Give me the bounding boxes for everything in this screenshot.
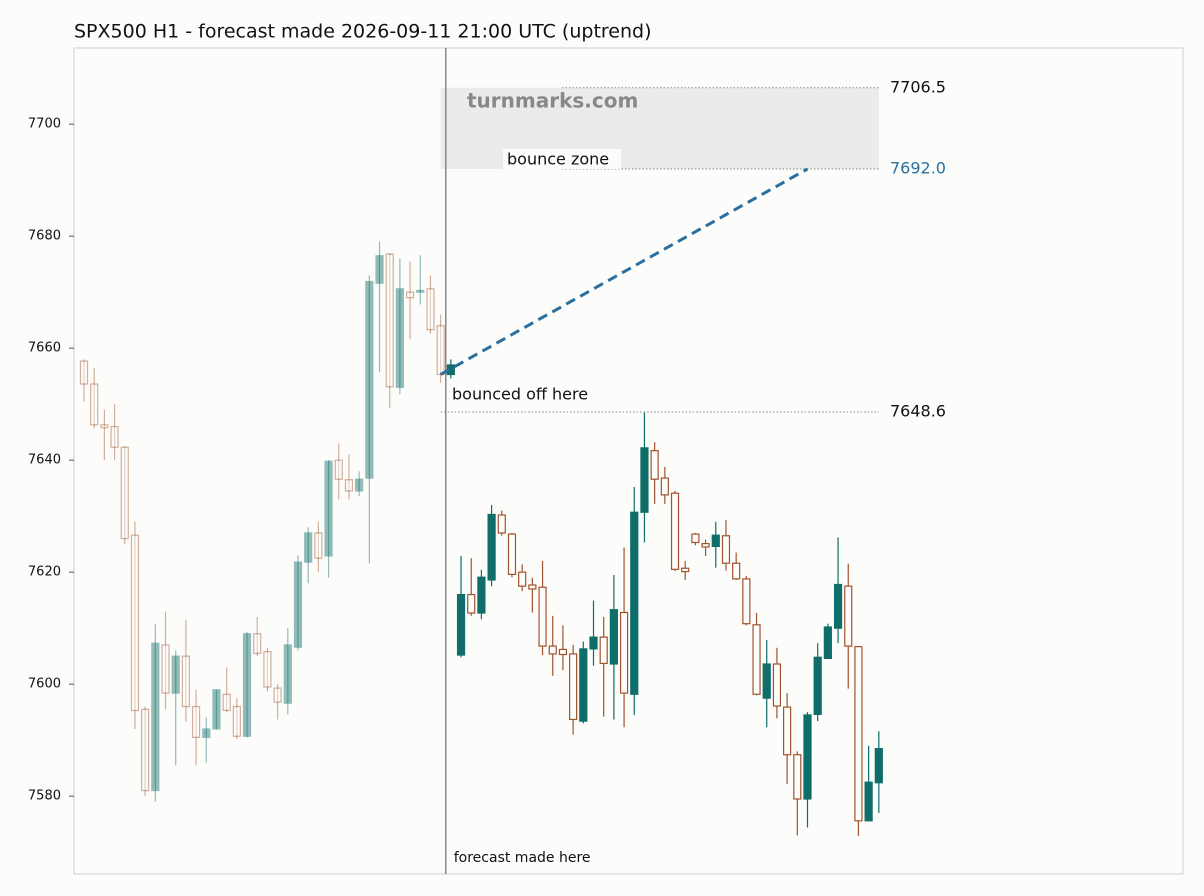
y-tick-label: 7660 [28, 341, 61, 356]
watermark: turnmarks.com [467, 88, 638, 112]
level-label: 7706.5 [890, 77, 946, 96]
candle-body [253, 633, 262, 654]
candle-body [732, 562, 741, 580]
level-label: 7648.6 [890, 402, 946, 421]
candle-body [110, 425, 119, 448]
candle-body [528, 584, 537, 590]
candle-body [202, 728, 211, 738]
candle-body [803, 714, 812, 800]
candle-body [518, 571, 527, 587]
candle-body [660, 477, 669, 496]
candle-body [813, 656, 822, 716]
candle-body [191, 705, 201, 738]
candle-body [171, 655, 180, 694]
candle-body [90, 383, 99, 426]
candle-body [609, 609, 618, 665]
candle-body [670, 492, 680, 570]
candle-body [569, 653, 578, 721]
candle-body [477, 576, 486, 614]
candle-body [314, 532, 323, 559]
candle-body [721, 535, 731, 564]
candle-body [823, 626, 832, 659]
candle-body [263, 651, 272, 688]
y-tick-label: 7640 [28, 453, 61, 468]
candle-body [579, 648, 588, 722]
candle-body [630, 511, 639, 695]
candle-body [864, 781, 873, 822]
candle-body [507, 533, 517, 576]
candle-body [874, 747, 883, 784]
candle-body [355, 478, 364, 492]
candle-body [701, 542, 710, 548]
candle-body [293, 561, 303, 648]
candle-body [833, 583, 843, 629]
candle-body [283, 644, 292, 704]
plot-area [73, 47, 1184, 875]
candle-body [212, 689, 221, 730]
candle-body [548, 645, 557, 655]
candle-body [120, 446, 129, 540]
candle-body [385, 253, 394, 388]
candle-body [232, 705, 241, 737]
y-tick-label: 7580 [28, 789, 61, 804]
forecast-label: forecast made here [454, 850, 591, 866]
candle-body [151, 642, 160, 792]
candle-body [640, 447, 649, 513]
candle-body [395, 288, 404, 388]
support-label: bounced off here [452, 385, 588, 404]
candle-body [793, 754, 802, 800]
candle-body [467, 593, 476, 614]
candle-body [416, 289, 425, 293]
candle-body [375, 255, 384, 284]
candle-body [589, 636, 598, 650]
candle-body [100, 424, 109, 429]
candle-body [344, 479, 354, 492]
candle-body [844, 585, 853, 647]
candle-body [783, 706, 792, 756]
forecast-line [439, 167, 809, 376]
candle-body [324, 460, 333, 557]
candle-body [141, 708, 150, 792]
candle-body [334, 459, 343, 480]
candle-body [405, 291, 415, 299]
candle-body [222, 693, 231, 712]
candle-body [538, 586, 547, 647]
candle-body [681, 567, 690, 573]
candle-body [273, 687, 282, 703]
candle-body [456, 593, 466, 656]
candle-body [497, 514, 506, 534]
chart-title: SPX500 H1 - forecast made 2026-09-11 21:… [74, 21, 652, 43]
candle-body [762, 663, 771, 699]
candle-body [599, 636, 608, 665]
y-tick-label: 7700 [28, 117, 61, 132]
candle-body [854, 646, 863, 822]
candle-body [558, 648, 568, 656]
candle-body [79, 360, 89, 385]
candle-body [365, 280, 374, 479]
candle-body [752, 624, 761, 695]
level-label: 7692.0 [890, 158, 946, 177]
candle-body [650, 450, 659, 480]
candle-body [619, 611, 629, 694]
candle-body [181, 655, 190, 708]
candle-body [161, 644, 170, 694]
candle-body [742, 578, 751, 625]
y-tick-label: 7680 [28, 229, 61, 244]
candle-body [130, 534, 140, 712]
candle-body [487, 513, 496, 581]
candle-body [426, 288, 435, 331]
candle-body [772, 663, 782, 707]
candle-body [304, 532, 313, 563]
zone-label-bg [503, 148, 621, 169]
candle-body [711, 534, 720, 548]
zone-label: bounce zone [507, 149, 609, 168]
candle-body [691, 533, 700, 544]
y-tick-label: 7600 [28, 677, 61, 692]
candle-body [242, 633, 252, 737]
candle-body [436, 325, 445, 376]
y-tick-label: 7620 [28, 565, 61, 580]
